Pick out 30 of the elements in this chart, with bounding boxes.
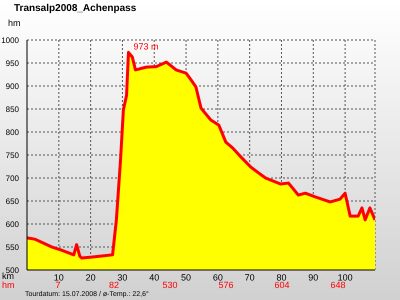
text: 648 — [330, 280, 346, 290]
x-tick-label: 10 — [54, 272, 64, 282]
x-tick-label: 90 — [308, 272, 318, 282]
chart-title: Transalp2008_Achenpass — [14, 3, 136, 14]
y-tick-label: 650 — [6, 196, 20, 206]
x-tick-label: 70 — [244, 272, 255, 282]
y-tick-label: 1000 — [1, 36, 20, 45]
y-tick-label: 700 — [6, 174, 20, 183]
y-tick-label: 800 — [6, 128, 20, 137]
text: 604 — [274, 280, 290, 290]
x-tick-label: 20 — [86, 272, 96, 282]
x-tick-label: 40 — [149, 272, 160, 282]
y-tick-label: 850 — [6, 104, 20, 114]
y-axis-title: hm — [8, 18, 21, 28]
text: 82 — [108, 280, 119, 290]
text: 576 — [218, 280, 234, 290]
y-tick-label: 550 — [6, 242, 20, 252]
x-tick-label: 100 — [338, 272, 353, 282]
x-tick-label: 80 — [276, 272, 286, 282]
text: hm — [2, 280, 15, 290]
annotation: 973 m — [133, 42, 158, 52]
text: 530 — [162, 280, 178, 290]
x-tick-label: 60 — [212, 272, 223, 282]
y-tick-label: 600 — [6, 220, 20, 229]
x-tick-label: 30 — [117, 272, 128, 282]
x-tick-label: 50 — [181, 272, 192, 282]
y-tick-label: 750 — [6, 150, 20, 160]
y-tick-label: 900 — [6, 82, 20, 91]
text: 7 — [56, 280, 60, 290]
y-tick-label: 950 — [6, 58, 20, 68]
